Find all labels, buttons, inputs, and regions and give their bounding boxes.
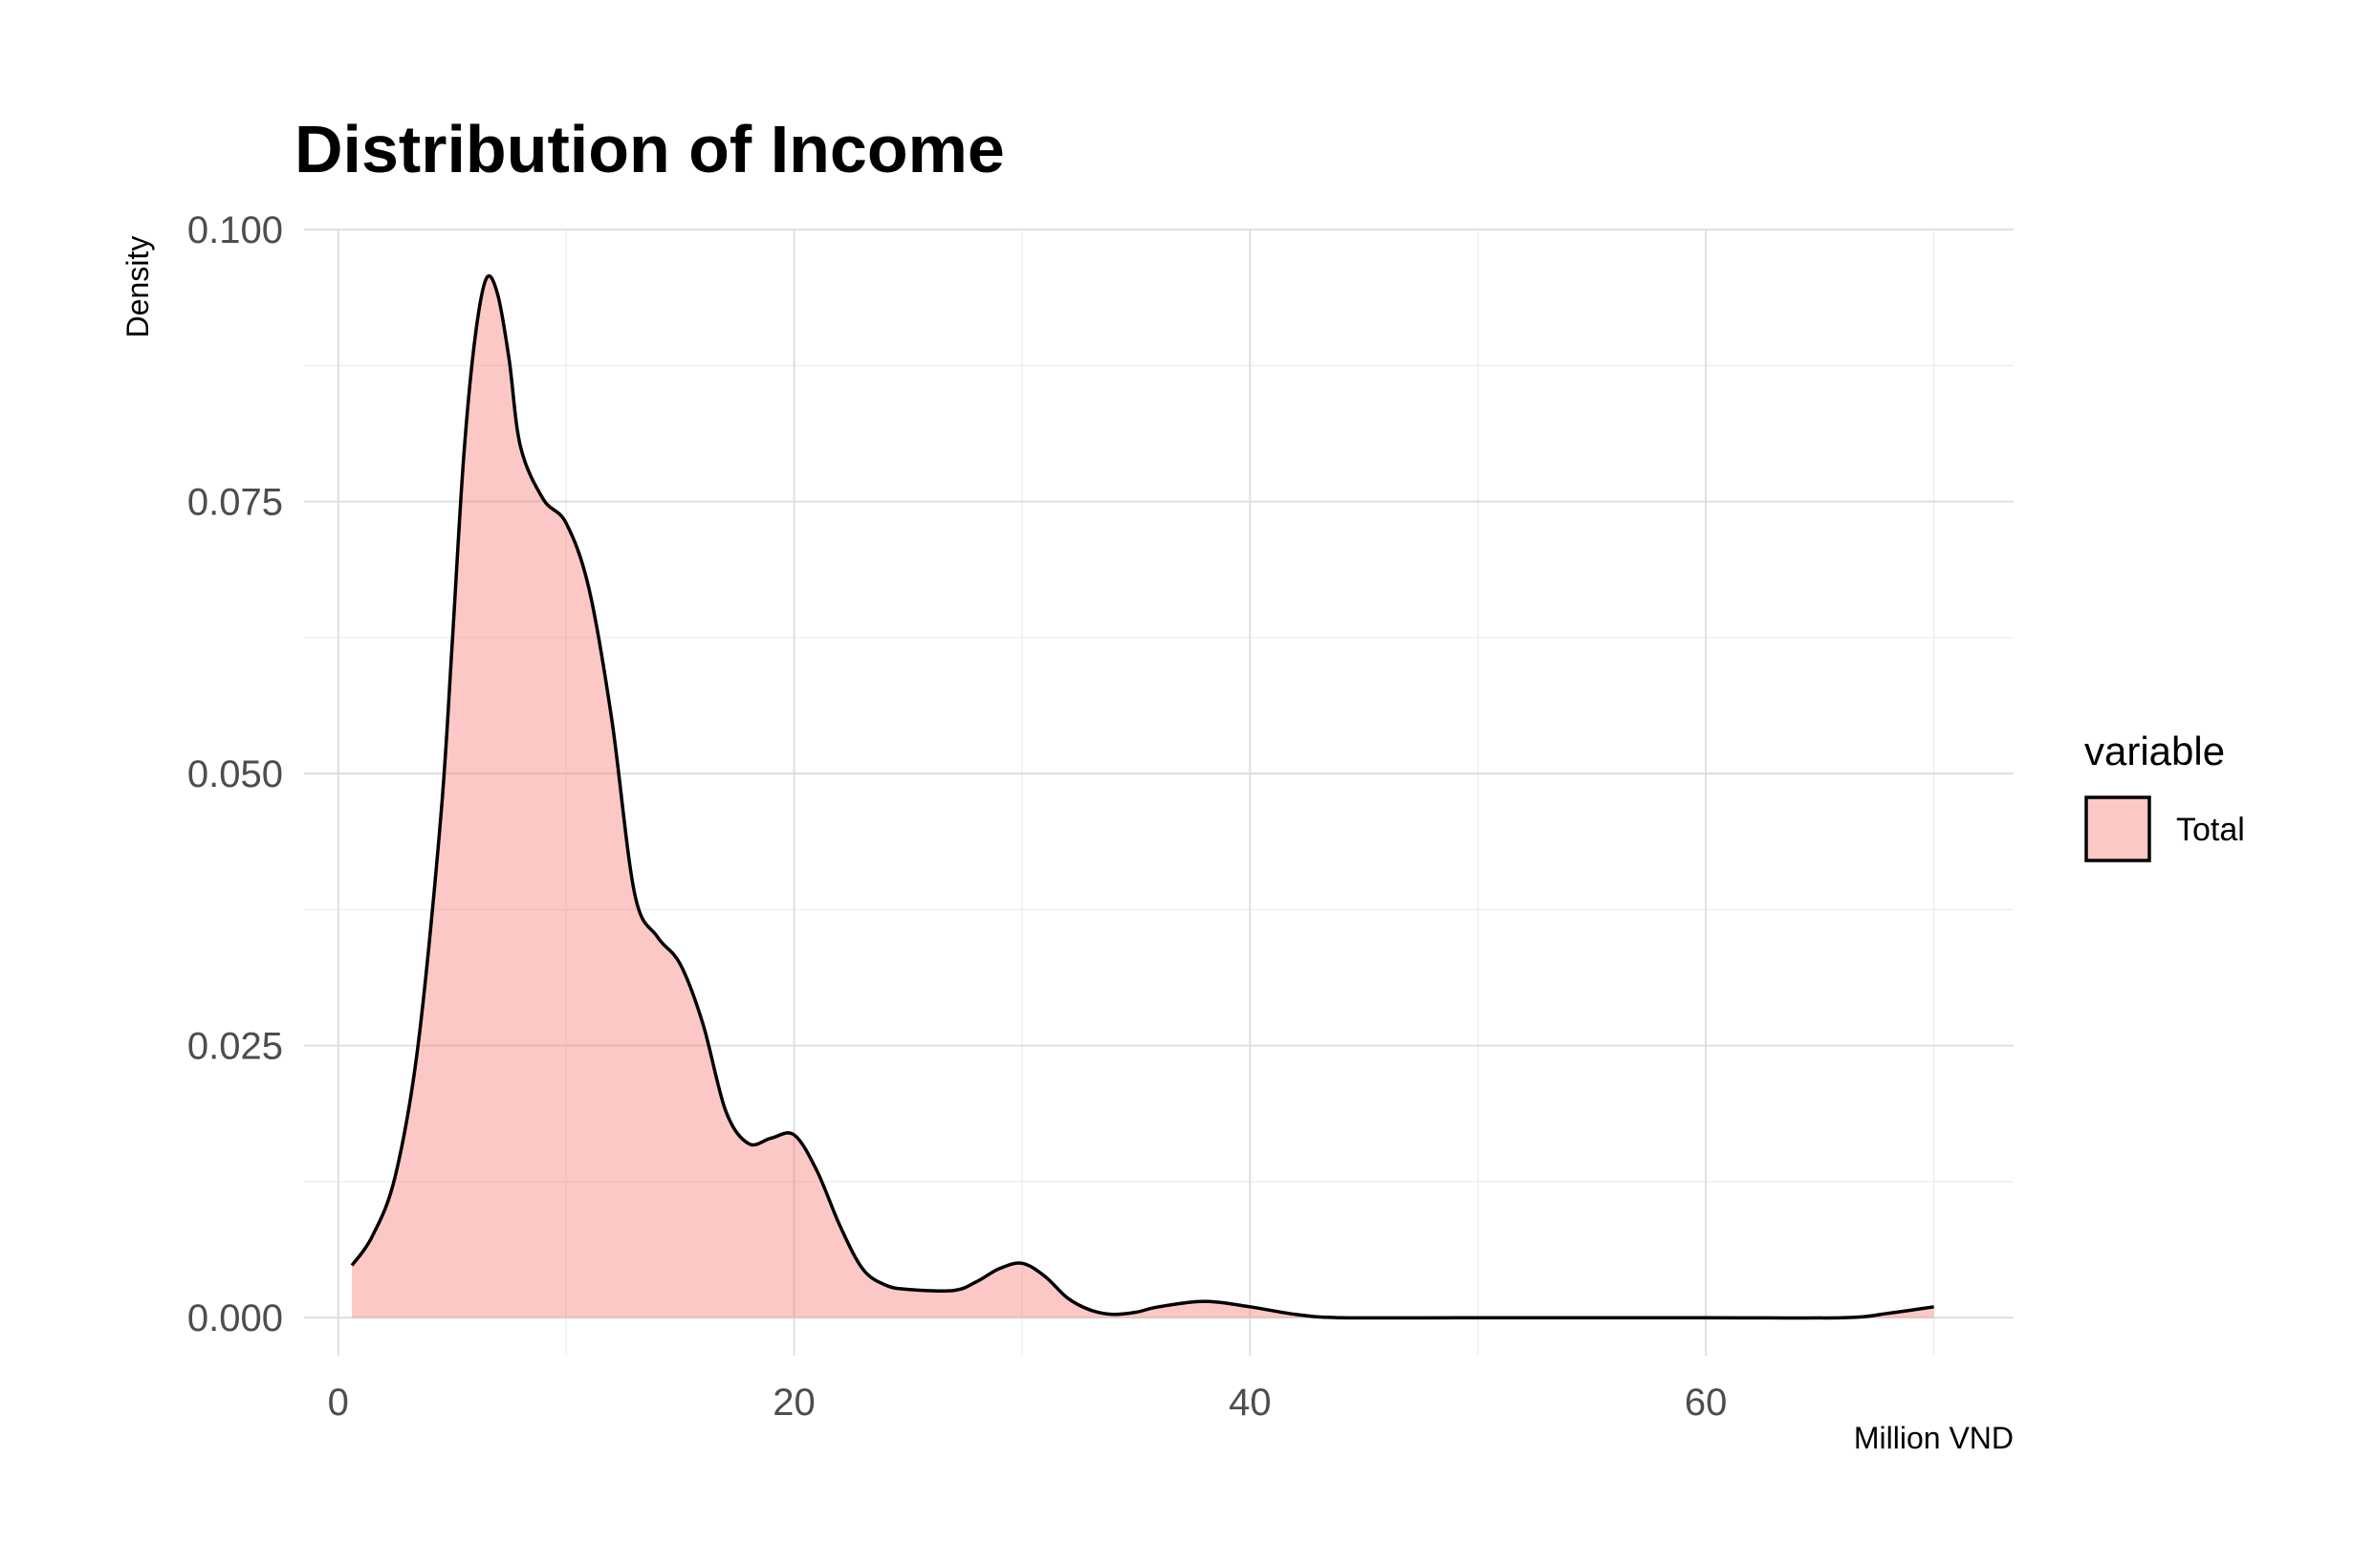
x-axis-tick-labels: 0 20 40 60	[328, 1382, 1728, 1424]
x-tick-label: 20	[773, 1382, 816, 1424]
x-tick-label: 60	[1685, 1382, 1728, 1424]
y-axis-tick-labels: 0.000 0.025 0.050 0.075 0.100	[187, 209, 283, 1339]
legend-key-total	[2084, 795, 2151, 862]
density-area-total	[352, 275, 1934, 1318]
y-tick-label: 0.075	[187, 482, 283, 524]
density-line-total	[350, 273, 1934, 1320]
x-tick-label: 40	[1229, 1382, 1272, 1424]
legend-label-total: Total	[2176, 812, 2245, 848]
y-tick-label: 0.050	[187, 753, 283, 795]
legend-title: variable	[2084, 729, 2225, 773]
x-axis-title: Million VND	[1854, 1421, 2014, 1455]
density-area-layer	[350, 273, 1934, 1320]
y-tick-label: 0.025	[187, 1026, 283, 1068]
y-tick-label: 0.100	[187, 209, 283, 251]
chart-title: Distribution of Income	[294, 112, 1005, 186]
x-tick-label: 0	[328, 1382, 349, 1424]
y-tick-label: 0.000	[187, 1297, 283, 1339]
legend: variable Total	[2084, 729, 2245, 862]
gridlines	[304, 229, 2014, 1356]
y-axis-title: Density	[120, 236, 155, 338]
